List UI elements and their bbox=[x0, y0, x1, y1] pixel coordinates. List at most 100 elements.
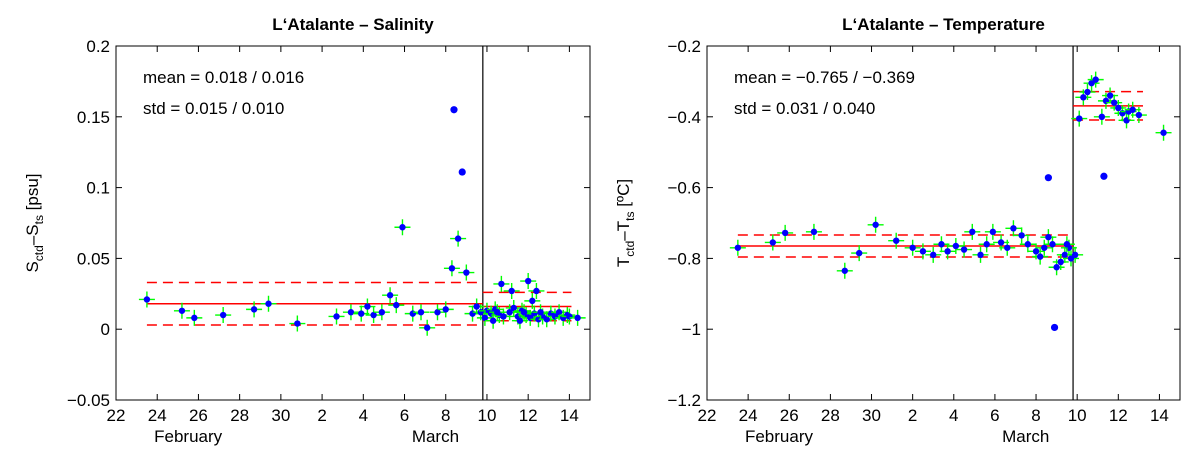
data-point bbox=[1084, 88, 1091, 96]
y-tick-label: −1.2 bbox=[667, 391, 701, 410]
data-point bbox=[533, 287, 540, 295]
data-point bbox=[1004, 244, 1011, 251]
data-point bbox=[537, 309, 544, 316]
y-tick-label: −0.05 bbox=[67, 391, 110, 410]
outlier-point bbox=[458, 168, 466, 176]
month-label: March bbox=[1002, 427, 1049, 446]
data-point bbox=[919, 248, 927, 255]
data-point bbox=[1098, 113, 1106, 121]
y-axis-label-mid: –S bbox=[23, 224, 42, 245]
y-tick-label: 0.15 bbox=[77, 108, 110, 127]
data-point bbox=[143, 296, 151, 303]
data-point bbox=[358, 310, 365, 317]
plot-area bbox=[729, 46, 1172, 400]
mean-stat: mean = 0.018 / 0.016 bbox=[143, 68, 304, 87]
data-point bbox=[370, 311, 377, 319]
data-point bbox=[448, 265, 456, 272]
data-point bbox=[378, 309, 386, 316]
y-axis-label-sub2: ts bbox=[623, 212, 637, 221]
data-point bbox=[463, 269, 470, 276]
data-point bbox=[1135, 111, 1143, 119]
data-point bbox=[1071, 251, 1079, 259]
data-point bbox=[944, 248, 951, 255]
x-tick-label: 8 bbox=[1031, 406, 1040, 425]
data-point bbox=[442, 306, 449, 313]
x-tick-label: 10 bbox=[477, 406, 496, 425]
x-tick-label: 14 bbox=[560, 406, 579, 425]
x-tick-label: 12 bbox=[1109, 406, 1128, 425]
data-point bbox=[386, 292, 394, 299]
data-point bbox=[1106, 92, 1114, 99]
y-axis-label-mid: –T bbox=[614, 221, 633, 241]
x-tick-label: 6 bbox=[990, 406, 999, 425]
y-tick-label: −0.2 bbox=[667, 37, 701, 56]
plot-frame bbox=[706, 45, 1181, 401]
y-axis-label: Sctd–Sts [psu] bbox=[23, 173, 46, 272]
x-tick-label: 24 bbox=[739, 406, 758, 425]
data-point bbox=[930, 251, 937, 259]
data-point bbox=[529, 297, 536, 305]
x-tick-label: 30 bbox=[271, 406, 290, 425]
data-point bbox=[977, 251, 984, 259]
data-point bbox=[734, 244, 742, 251]
x-tick-label: 4 bbox=[949, 406, 958, 425]
y-axis-label-sub1: ctd bbox=[32, 245, 46, 261]
data-point bbox=[769, 239, 777, 246]
x-tick-label: 30 bbox=[862, 406, 881, 425]
data-point bbox=[434, 309, 441, 316]
data-point bbox=[1010, 225, 1017, 232]
x-tick-label: 26 bbox=[780, 406, 799, 425]
data-point bbox=[510, 304, 517, 312]
y-tick-label: −0.4 bbox=[667, 108, 701, 127]
data-point bbox=[983, 241, 990, 248]
data-point bbox=[872, 221, 879, 228]
data-point bbox=[477, 309, 484, 316]
month-label: February bbox=[745, 427, 814, 446]
data-point bbox=[1032, 248, 1040, 255]
temperature-panel: L‘Atalante – Temperature −1.2 −1 −0.8 −0.6 −0… bbox=[614, 15, 1181, 446]
data-point bbox=[989, 228, 997, 236]
y-tick-label: −1 bbox=[682, 320, 701, 339]
data-point bbox=[454, 235, 462, 242]
data-point bbox=[1036, 253, 1044, 260]
data-point bbox=[250, 306, 258, 313]
outlier-point bbox=[1100, 172, 1108, 180]
data-point bbox=[909, 244, 916, 251]
data-point bbox=[524, 277, 532, 285]
plot-area bbox=[138, 46, 586, 400]
data-point bbox=[508, 287, 515, 295]
data-point bbox=[952, 242, 960, 250]
data-point bbox=[1049, 241, 1056, 248]
x-tick-label: 22 bbox=[107, 406, 126, 425]
data-point bbox=[364, 303, 371, 310]
data-point bbox=[1063, 241, 1071, 248]
y-tick-label: 0.05 bbox=[77, 249, 110, 268]
data-point bbox=[191, 314, 198, 322]
data-point bbox=[555, 309, 563, 316]
data-point bbox=[574, 314, 581, 322]
data-point bbox=[1018, 232, 1025, 239]
data-point bbox=[516, 317, 524, 324]
std-stat: std = 0.015 / 0.010 bbox=[143, 99, 284, 118]
data-point bbox=[1045, 233, 1052, 241]
chart-title: L‘Atalante – Temperature bbox=[842, 15, 1045, 34]
y-axis-label-main: T bbox=[614, 257, 633, 267]
x-tick-label: 8 bbox=[441, 406, 450, 425]
data-point bbox=[960, 246, 968, 253]
y-axis-label: Tctd–Tts [ºC] bbox=[614, 179, 637, 267]
outlier-point bbox=[450, 106, 458, 114]
x-tick-label: 12 bbox=[519, 406, 538, 425]
x-tick-label: 14 bbox=[1150, 406, 1169, 425]
data-point bbox=[841, 267, 848, 274]
data-point bbox=[489, 317, 497, 324]
y-tick-label: 0 bbox=[101, 320, 110, 339]
outlier-point bbox=[1044, 174, 1052, 182]
data-point bbox=[506, 309, 513, 316]
data-point bbox=[543, 316, 550, 323]
data-point bbox=[566, 313, 573, 320]
data-point bbox=[938, 241, 945, 248]
data-point bbox=[423, 324, 431, 331]
data-point bbox=[1160, 129, 1167, 136]
data-point bbox=[500, 313, 507, 320]
